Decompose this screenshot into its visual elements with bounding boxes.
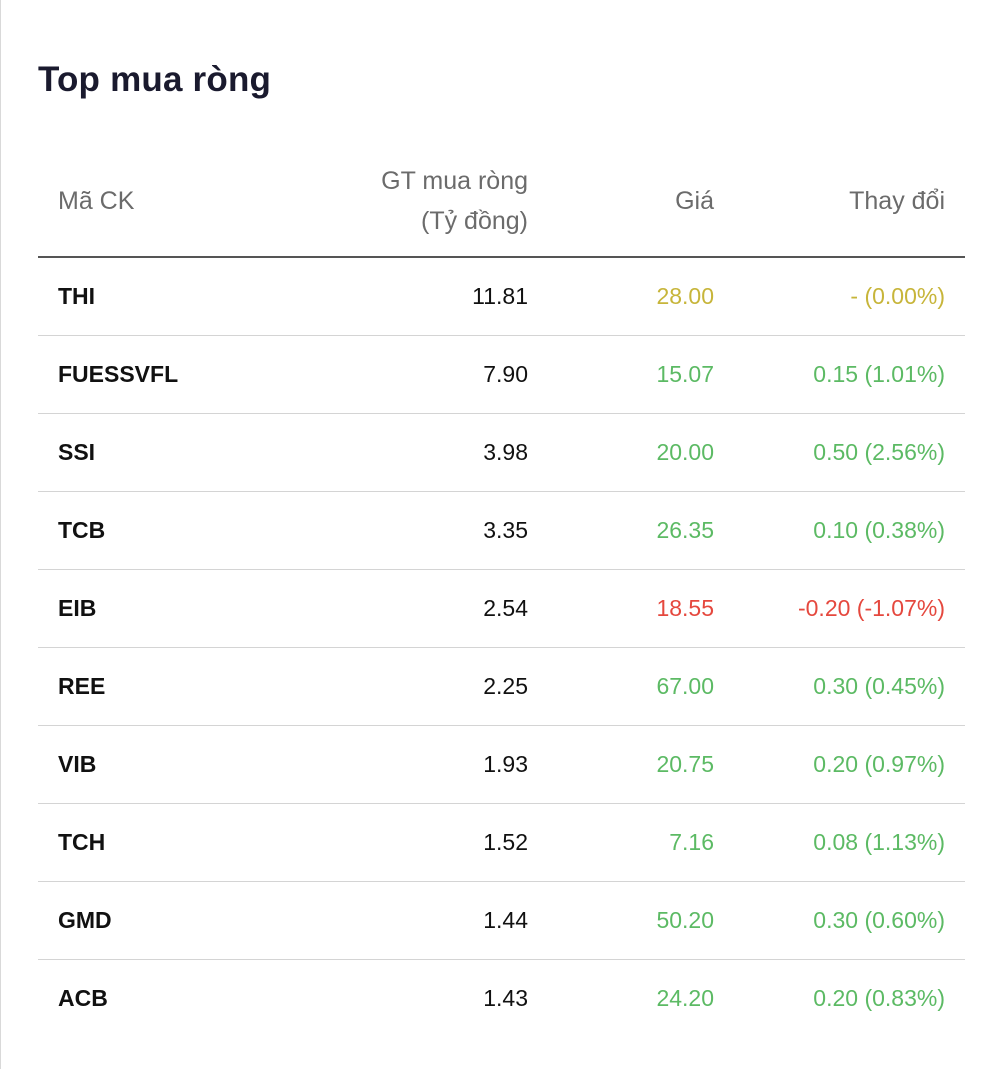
change: -0.20 (-1.07%) [734,569,965,648]
price: 24.20 [656,985,714,1011]
change: 0.08 (1.13%) [734,803,965,882]
stock-symbol[interactable]: TCB [38,491,238,570]
stock-symbol[interactable]: VIB [38,725,238,804]
stock-symbol[interactable]: TCH [38,803,238,882]
change: 0.30 (0.60%) [734,881,965,960]
stock-symbol[interactable]: SSI [38,413,238,492]
net-buy-table: Mã CK GT mua ròng (Tỷ đồng) Giá Thay đổi… [38,146,965,1037]
table-row[interactable]: THI 11.81 28.00 - (0.00%) [38,257,965,336]
price: 28.00 [548,257,734,336]
net-value: 1.44 [238,881,548,960]
table-row[interactable]: VIB 1.93 20.75 0.20 (0.97%) [38,725,965,804]
net-value-header-line2: (Tỷ đồng) [421,207,528,235]
section-title: Top mua ròng [38,60,272,99]
price: 20.75 [548,725,734,804]
table-row[interactable]: ACB 1.43 24.20 0.20 (0.83%) [38,960,965,1038]
column-header-symbol[interactable]: Mã CK [38,146,238,258]
stock-symbol[interactable]: FUESSVFL [38,335,238,414]
column-header-change[interactable]: Thay đổi [734,146,965,258]
table-row[interactable]: FUESSVFL 7.90 15.07 0.15 (1.01%) [38,335,965,414]
stock-symbol[interactable]: GMD [38,881,238,960]
net-value: 7.90 [238,335,548,414]
column-header-net-value[interactable]: GT mua ròng (Tỷ đồng) [238,146,548,258]
price: 20.00 [548,413,734,492]
net-value: 1.93 [238,725,548,804]
change: 0.30 (0.45%) [734,647,965,726]
price: 67.00 [548,647,734,726]
table-row[interactable]: REE 2.25 67.00 0.30 (0.45%) [38,647,965,726]
table-row[interactable]: TCB 3.35 26.35 0.10 (0.38%) [38,491,965,570]
change: 0.50 (2.56%) [734,413,965,492]
net-value: 1.43 [483,985,528,1011]
change: 0.20 (0.97%) [734,725,965,804]
stock-symbol[interactable]: EIB [38,569,238,648]
price: 15.07 [548,335,734,414]
table-row[interactable]: SSI 3.98 20.00 0.50 (2.56%) [38,413,965,492]
change: 0.20 (0.83%) [813,985,945,1011]
net-value: 3.35 [238,491,548,570]
net-value: 3.98 [238,413,548,492]
table-header-row: Mã CK GT mua ròng (Tỷ đồng) Giá Thay đổi [38,146,965,258]
net-value-header-line1: GT mua ròng [381,167,528,195]
table-row[interactable]: EIB 2.54 18.55 -0.20 (-1.07%) [38,569,965,648]
net-value: 11.81 [238,257,548,336]
table-row[interactable]: TCH 1.52 7.16 0.08 (1.13%) [38,803,965,882]
price: 50.20 [548,881,734,960]
price: 18.55 [548,569,734,648]
stock-symbol[interactable]: REE [38,647,238,726]
change: 0.15 (1.01%) [734,335,965,414]
net-value: 2.25 [238,647,548,726]
change: - (0.00%) [734,257,965,336]
price: 26.35 [548,491,734,570]
price: 7.16 [548,803,734,882]
stock-symbol[interactable]: ACB [58,985,108,1011]
change: 0.10 (0.38%) [734,491,965,570]
stock-symbol[interactable]: THI [38,257,238,336]
net-value: 1.52 [238,803,548,882]
column-header-price[interactable]: Giá [548,146,734,258]
table-row[interactable]: GMD 1.44 50.20 0.30 (0.60%) [38,881,965,960]
net-value: 2.54 [238,569,548,648]
